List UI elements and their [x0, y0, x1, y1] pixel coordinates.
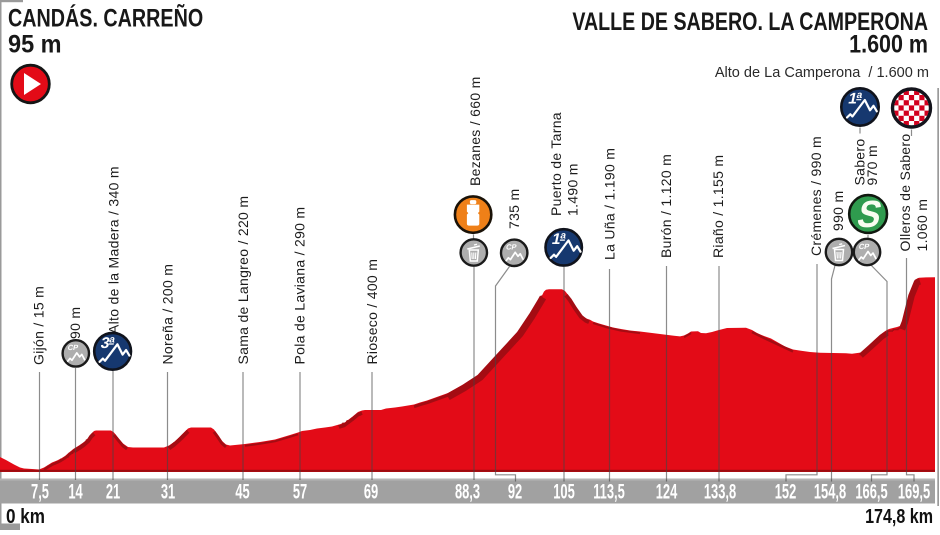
svg-text:1.490 m: 1.490 m: [564, 163, 580, 216]
svg-text:45: 45: [235, 479, 249, 503]
svg-text:154,8: 154,8: [814, 479, 846, 503]
svg-text:90 m: 90 m: [67, 307, 83, 339]
svg-text:CANDÁS. CARREÑO: CANDÁS. CARREÑO: [8, 4, 203, 32]
svg-text:14: 14: [68, 479, 82, 503]
svg-text:21: 21: [106, 479, 120, 503]
svg-text:970 m: 970 m: [864, 145, 880, 185]
svg-text:CP: CP: [505, 243, 517, 252]
svg-text:La Uña / 1.190 m: La Uña / 1.190 m: [601, 148, 617, 260]
svg-text:Alto de La Camperona / 1.600: Alto de La Camperona / 1.600 m: [715, 65, 929, 81]
svg-text:57: 57: [293, 479, 307, 503]
svg-text:113,5: 113,5: [593, 479, 625, 503]
svg-text:69: 69: [364, 479, 378, 503]
svg-text:Bezanes / 660 m: Bezanes / 660 m: [467, 76, 483, 186]
svg-text:Puerto de Tarna: Puerto de Tarna: [548, 112, 564, 216]
svg-text:124: 124: [656, 479, 678, 503]
svg-text:Gijón / 15 m: Gijón / 15 m: [30, 286, 46, 365]
svg-text:166,5: 166,5: [855, 479, 887, 503]
svg-text:CP: CP: [67, 343, 79, 352]
svg-text:Alto de la Madera / 340 m: Alto de la Madera / 340 m: [105, 166, 121, 334]
svg-text:0 km: 0 km: [6, 506, 45, 529]
svg-text:1.600 m: 1.600 m: [849, 30, 928, 58]
svg-text:735 m: 735 m: [506, 189, 522, 229]
svg-text:Burón / 1.120 m: Burón / 1.120 m: [658, 154, 674, 258]
svg-text:133,8: 133,8: [704, 479, 736, 503]
svg-text:7,5: 7,5: [31, 479, 49, 503]
svg-text:95 m: 95 m: [8, 31, 62, 59]
svg-text:152: 152: [775, 479, 797, 503]
svg-text:Olleros de Sabero: Olleros de Sabero: [897, 134, 913, 252]
svg-text:Rioseco / 400 m: Rioseco / 400 m: [364, 259, 380, 365]
svg-text:88,3: 88,3: [455, 479, 480, 503]
svg-text:Riaño / 1.155 m: Riaño / 1.155 m: [710, 155, 726, 258]
svg-text:990 m: 990 m: [830, 191, 846, 231]
svg-text:Noreña / 200 m: Noreña / 200 m: [159, 264, 175, 365]
svg-text:Crémenes / 990 m: Crémenes / 990 m: [808, 136, 824, 256]
svg-text:174,8 km: 174,8 km: [865, 504, 933, 527]
svg-text:92: 92: [508, 479, 522, 503]
svg-text:Sama de Langreo / 220 m: Sama de Langreo / 220 m: [235, 196, 251, 365]
svg-text:105: 105: [553, 479, 575, 503]
svg-text:31: 31: [161, 479, 175, 503]
svg-text:169,5: 169,5: [898, 479, 930, 503]
svg-text:Pola de Laviana / 290 m: Pola de Laviana / 290 m: [291, 207, 307, 365]
svg-text:1.060 m: 1.060 m: [914, 199, 930, 252]
svg-text:CP: CP: [858, 242, 870, 251]
